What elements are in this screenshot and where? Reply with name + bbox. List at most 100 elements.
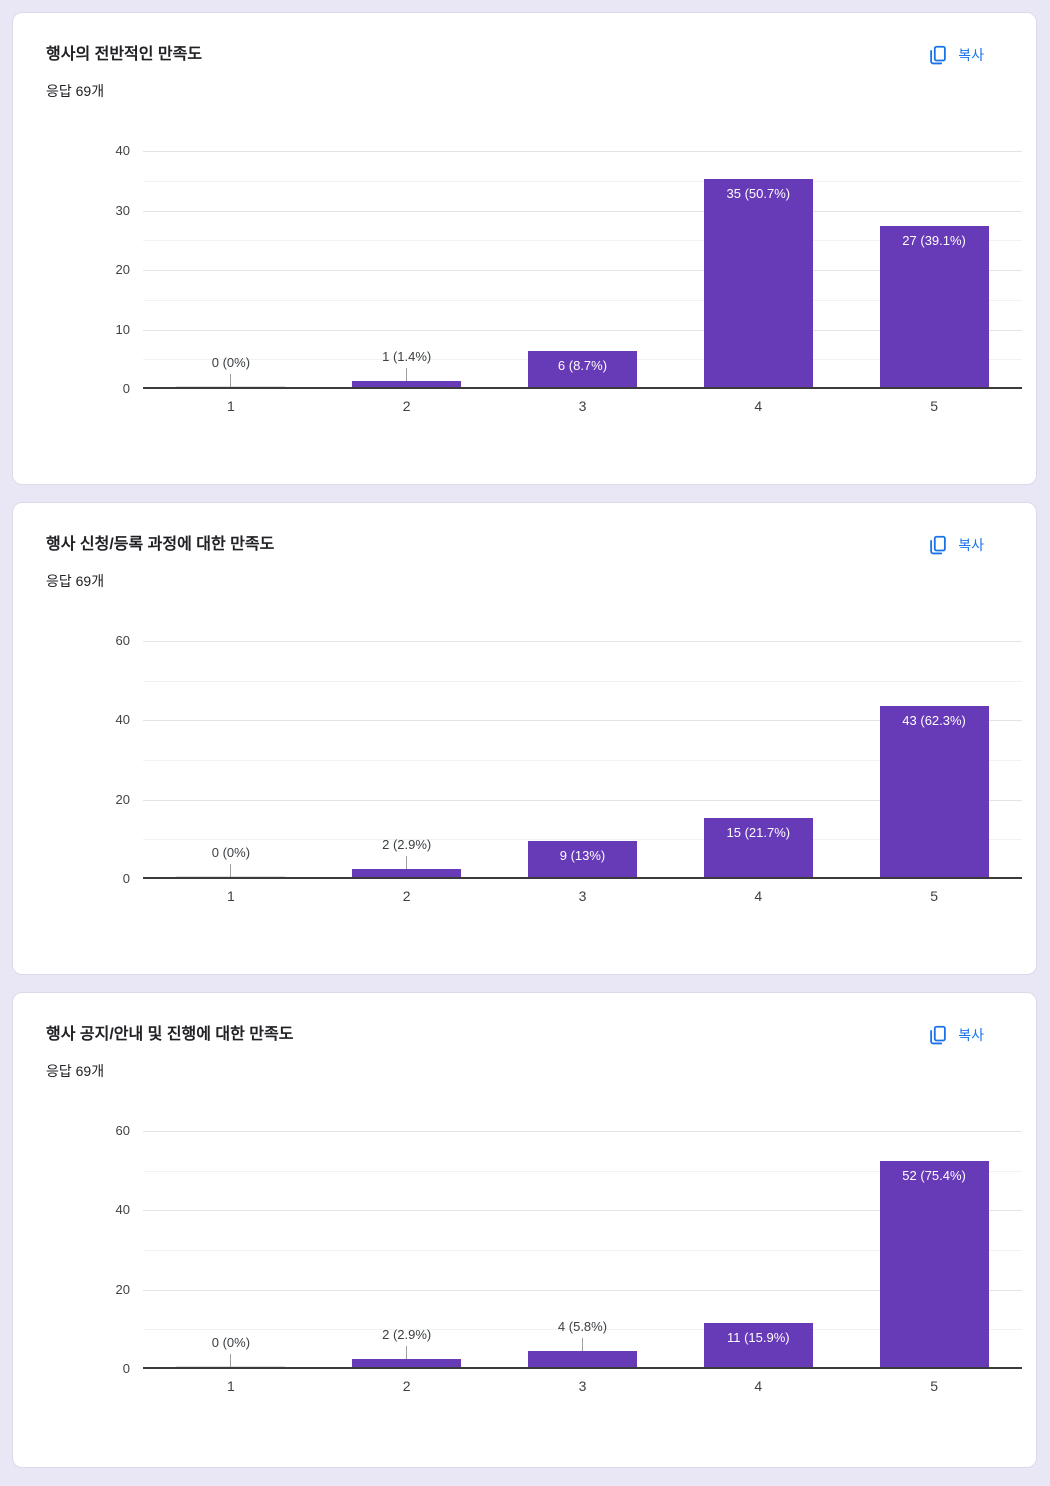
bar-value-label: 52 (75.4%) (902, 1167, 966, 1183)
bar (352, 381, 462, 387)
x-tick-label: 4 (754, 888, 763, 904)
x-tick-label: 1 (227, 888, 235, 904)
major-gridline (143, 720, 1022, 722)
response-count: 응답 69개 (46, 1063, 105, 1079)
bar-value-label: 2 (2.9%) (382, 1327, 432, 1343)
bar (528, 841, 637, 877)
bar-value-label: 27 (39.1%) (902, 233, 966, 249)
minor-gridline (143, 839, 1022, 841)
copy-button-label: 복사 (958, 537, 984, 553)
bar-value-label: 15 (21.7%) (726, 824, 791, 840)
bar (703, 817, 813, 877)
response-count: 응답 69개 (46, 83, 105, 99)
x-tick-label: 3 (578, 1378, 587, 1394)
y-tick-label: 20 (115, 1281, 130, 1297)
copy-button[interactable]: 복사 (927, 43, 984, 67)
card-header: 행사의 전반적인 만족도 복사 (13, 43, 1036, 67)
bar-value-label: 0 (0%) (211, 1335, 251, 1350)
bar (703, 178, 813, 387)
bar (879, 706, 989, 877)
card-header: 행사 공지/안내 및 진행에 대한 만족도 복사 (13, 1023, 1036, 1047)
bar-value-label: 11 (15.9%) (726, 1330, 790, 1346)
bar (352, 1359, 462, 1367)
y-tick-label: 40 (115, 712, 130, 728)
x-axis-labels: 1 2 3 4 5 (143, 888, 1022, 904)
satisfaction-bar-chart: 0 10 20 30 40 0 (0%) 1 (1.4%) 6 (8.7%) 35 (50.7%… (116, 143, 1022, 414)
card-header: 행사 신청/등록 과정에 대한 만족도 복사 (13, 533, 1036, 557)
question-card-2: 행사 신청/등록 과정에 대한 만족도 복사 응답 69개 0 20 40 60 0 (… (12, 502, 1037, 975)
bar (879, 226, 989, 387)
major-gridline (143, 641, 1022, 642)
bar (879, 1160, 989, 1367)
y-tick-label: 0 (122, 381, 130, 396)
satisfaction-bar-chart: 0 20 40 60 0 (0%) 2 (2.9%) 4 (5.8%) 11 (15.9%) 5… (116, 1123, 1022, 1394)
response-count: 응답 69개 (46, 573, 105, 589)
label-leader-line (582, 1338, 583, 1352)
major-gridline (143, 329, 1022, 331)
copy-icon (927, 44, 949, 66)
copy-button[interactable]: 복사 (927, 533, 984, 557)
bar-value-label: 4 (5.8%) (557, 1319, 608, 1335)
major-gridline (143, 1289, 1022, 1291)
question-card-3: 행사 공지/안내 및 진행에 대한 만족도 복사 응답 69개 0 20 40 60 0… (12, 992, 1037, 1468)
label-leader-line (406, 368, 408, 382)
plot-area: 0 20 40 60 0 (0%) 2 (2.9%) 4 (5.8%) 11 (15.9%) 5… (116, 1123, 1022, 1376)
bar-value-label: 0 (0%) (211, 845, 251, 860)
bar-value-label: 43 (62.3%) (902, 713, 966, 729)
question-title: 행사의 전반적인 만족도 (46, 46, 203, 63)
x-tick-label: 5 (930, 398, 938, 414)
x-tick-label: 2 (402, 398, 411, 414)
y-tick-label: 20 (115, 262, 130, 277)
label-leader-line (230, 374, 232, 387)
minor-gridline (143, 299, 1022, 301)
bar-value-label: 9 (13%) (559, 848, 606, 864)
question-title: 행사 신청/등록 과정에 대한 만족도 (46, 536, 275, 553)
bar (528, 351, 637, 387)
copy-button-label: 복사 (958, 1027, 984, 1043)
major-gridline (143, 1210, 1022, 1212)
bar (528, 1351, 637, 1367)
x-tick-label: 4 (754, 1378, 763, 1394)
x-tick-label: 5 (930, 1378, 938, 1394)
minor-gridline (143, 1250, 1022, 1251)
y-tick-label: 30 (115, 202, 130, 218)
x-tick-label: 2 (402, 888, 411, 904)
label-leader-line (230, 864, 232, 877)
copy-button-label: 복사 (958, 47, 984, 63)
question-card-1: 행사의 전반적인 만족도 복사 응답 69개 0 10 20 30 40 0 (0%) 1 … (12, 12, 1037, 485)
bar (703, 1323, 813, 1367)
copy-icon (927, 534, 949, 556)
x-tick-label: 5 (930, 888, 938, 904)
y-tick-label: 0 (122, 871, 130, 886)
y-tick-label: 40 (115, 1202, 130, 1218)
bar-value-label: 2 (2.9%) (382, 837, 432, 853)
y-tick-label: 20 (115, 791, 130, 807)
major-gridline (143, 270, 1022, 271)
satisfaction-bar-chart: 0 20 40 60 0 (0%) 2 (2.9%) 9 (13%) 15 (21.7%) 43… (116, 633, 1022, 904)
minor-gridline (143, 1170, 1022, 1172)
label-leader-line (406, 856, 408, 870)
copy-button[interactable]: 복사 (927, 1023, 984, 1047)
minor-gridline (143, 240, 1022, 242)
x-axis-labels: 1 2 3 4 5 (143, 398, 1022, 414)
x-tick-label: 3 (578, 398, 587, 414)
bar-value-label: 0 (0%) (211, 355, 251, 370)
label-leader-line (230, 1354, 232, 1367)
x-axis-labels: 1 2 3 4 5 (143, 1378, 1022, 1394)
major-gridline (143, 1131, 1022, 1132)
minor-gridline (143, 1329, 1022, 1331)
plot-area: 0 20 40 60 0 (0%) 2 (2.9%) 9 (13%) 15 (21.7%) 43… (116, 633, 1022, 886)
major-gridline (143, 210, 1022, 212)
x-tick-label: 1 (227, 1378, 235, 1394)
y-tick-label: 40 (115, 143, 130, 158)
minor-gridline (143, 680, 1022, 682)
y-tick-label: 10 (115, 321, 130, 337)
y-tick-label: 60 (115, 1123, 130, 1138)
y-tick-label: 0 (122, 1361, 130, 1376)
major-gridline (143, 151, 1022, 152)
question-title: 행사 공지/안내 및 진행에 대한 만족도 (46, 1026, 294, 1043)
major-gridline (143, 799, 1022, 801)
x-tick-label: 3 (578, 888, 587, 904)
bar (352, 869, 462, 877)
